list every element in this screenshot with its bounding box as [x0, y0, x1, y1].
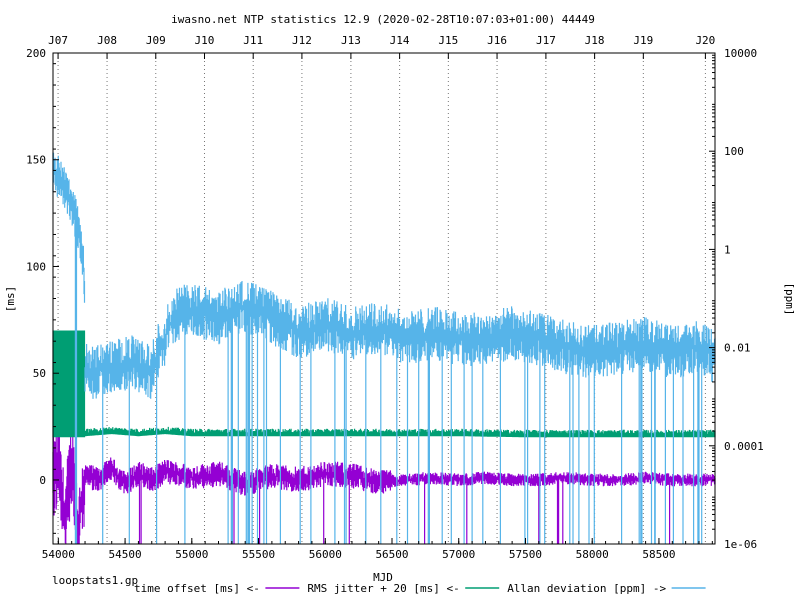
x-tick-label: 57500 [509, 548, 542, 561]
legend-label-1: RMS jitter + 20 [ms] <- [307, 582, 459, 595]
series-time-offset [52, 432, 716, 544]
x-tick-label: 56000 [309, 548, 342, 561]
x-tick-label: 55500 [242, 548, 275, 561]
x2-tick-label: J10 [195, 34, 215, 47]
x2-tick-label: J17 [536, 34, 556, 47]
x-tick-label: 58000 [576, 548, 609, 561]
x2-tick-label: J15 [438, 34, 458, 47]
x2-tick-label: J19 [633, 34, 653, 47]
x2-tick-label: J14 [390, 34, 410, 47]
y-right-tick-label: 100 [724, 145, 744, 158]
footer-script-name: loopstats1.gp [52, 574, 138, 587]
x2-tick-label: J09 [146, 34, 166, 47]
legend-label-0: time offset [ms] <- [134, 582, 260, 595]
x2-tick-label: J07 [48, 34, 68, 47]
y-axis-right-label: [ppm] [783, 282, 796, 315]
series-layer [52, 152, 716, 544]
x2-tick-label: J08 [97, 34, 117, 47]
legend-label-2: Allan deviation [ppm] -> [507, 582, 666, 595]
y-left-tick-label: 200 [26, 47, 46, 60]
legend: time offset [ms] <- RMS jitter + 20 [ms] … [134, 582, 706, 595]
axis-layer: J07 J08 J09 J10 J11 J12 J13 J14 J15 J16 J17 J18 J19 J… [26, 34, 764, 561]
y-right-tick-label: 1e-06 [724, 538, 757, 551]
x-tick-label: 54000 [42, 548, 75, 561]
x-tick-label: 58500 [642, 548, 675, 561]
y-left-tick-label: 0 [39, 474, 46, 487]
y-right-tick-label: 0.0001 [724, 440, 764, 453]
y-right-tick-label: 10000 [724, 47, 757, 60]
y-left-tick-label: 50 [33, 367, 46, 380]
y-right-tick-label: 0.01 [724, 342, 751, 355]
x2-tick-label: J13 [341, 34, 361, 47]
chart-title: iwasno.net NTP statistics 12.9 (2020-02-… [171, 13, 595, 26]
x2-tick-label: J16 [487, 34, 507, 47]
x2-tick-label: J11 [243, 34, 263, 47]
x2-tick-label: J12 [292, 34, 312, 47]
x2-tick-label: J20 [695, 34, 715, 47]
x2-tick-label: J18 [585, 34, 605, 47]
x-tick-label: 55000 [175, 548, 208, 561]
x-axis-label: MJD [373, 571, 393, 584]
x-tick-label: 56500 [375, 548, 408, 561]
y-right-tick-label: 1 [724, 243, 731, 256]
x-tick-label: 54500 [109, 548, 142, 561]
y-axis-left-label: [ms] [4, 286, 17, 313]
y-left-tick-label: 100 [26, 260, 46, 273]
y-left-tick-label: 150 [26, 154, 46, 167]
x-tick-label: 57000 [442, 548, 475, 561]
